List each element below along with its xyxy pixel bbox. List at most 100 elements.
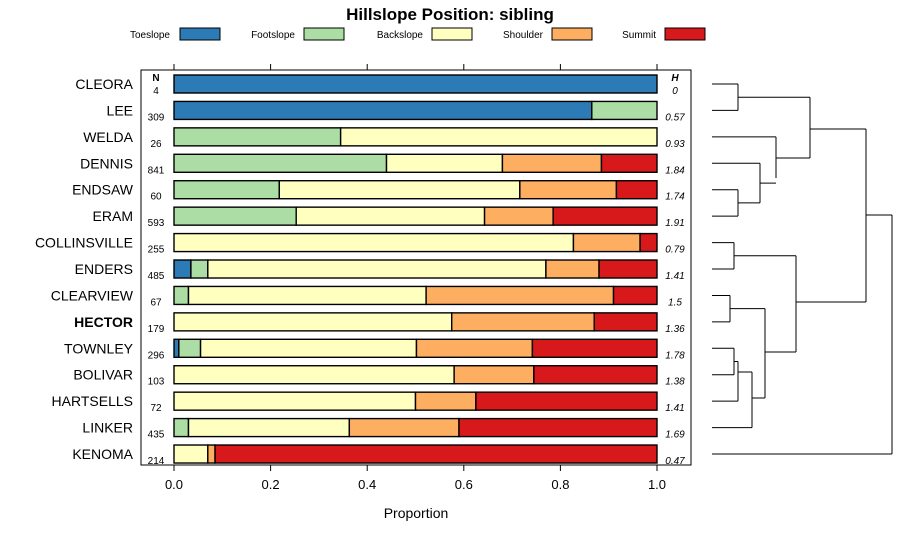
bar-segment-endsaw-footslope — [173, 180, 280, 200]
bar-segment-hartsells-backslope — [173, 391, 417, 411]
h-value: 1.74 — [665, 192, 685, 203]
n-value: 26 — [150, 139, 162, 150]
n-value: 214 — [148, 456, 165, 467]
dendrogram — [712, 83, 893, 455]
h-value: 1.41 — [665, 403, 684, 414]
row-label-collinsville: COLLINSVILLE — [35, 235, 133, 251]
bar-segment-kenoma-backslope — [173, 444, 209, 464]
legend-label-summit: Summit — [622, 30, 656, 41]
bar-segment-lee-toeslope — [173, 100, 593, 121]
h-header: H — [671, 73, 679, 84]
x-tick-label: 1.0 — [648, 477, 666, 492]
bar-segment-clearview-summit — [612, 285, 658, 306]
row-label-lee: LEE — [107, 102, 133, 118]
bar-segment-enders-summit — [598, 259, 658, 279]
bar-segment-lee-footslope — [591, 100, 658, 121]
h-value: 1.91 — [665, 218, 684, 229]
bar-segment-clearview-footslope — [173, 285, 190, 306]
n-value: 60 — [150, 192, 162, 203]
row-label-kenoma: KENOMA — [72, 446, 133, 462]
legend-swatch-backslope — [431, 27, 473, 41]
legend-swatch-footslope — [303, 27, 345, 41]
h-value: 1.41 — [665, 271, 684, 282]
x-axis-label: Proportion — [384, 505, 449, 521]
bar-segment-linker-footslope — [173, 417, 190, 438]
bars — [173, 74, 658, 464]
bar-segment-hector-shoulder — [451, 312, 595, 332]
bar-segment-hector-summit — [593, 312, 658, 332]
bar-segment-hartsells-shoulder — [414, 391, 477, 411]
h-value: 1.5 — [668, 297, 682, 308]
h-value: 1.84 — [665, 165, 685, 176]
bar-segment-eram-shoulder — [483, 206, 554, 226]
bar-segment-collinsville-backslope — [173, 232, 575, 253]
row-label-eram: ERAM — [93, 208, 133, 224]
h-value: 1.36 — [665, 324, 685, 335]
row-label-linker: LINKER — [82, 420, 133, 436]
row-label-bolivar: BOLIVAR — [73, 367, 133, 383]
bar-segment-enders-shoulder — [545, 259, 600, 279]
h-value: 1.78 — [665, 350, 685, 361]
bar-segment-eram-backslope — [295, 206, 486, 226]
x-tick-label: 0.6 — [455, 477, 473, 492]
bar-segment-hector-backslope — [173, 312, 453, 332]
h-value: 0.47 — [665, 456, 685, 467]
bar-segment-linker-backslope — [187, 417, 351, 438]
series-labels: CLEORA LEE WELDA DENNIS ENDSAW ERAM COLLINSVIL… — [35, 76, 134, 462]
bar-segment-enders-backslope — [207, 259, 547, 279]
n-value: 72 — [150, 403, 162, 414]
bar-segment-endsaw-summit — [615, 180, 658, 200]
legend: Toeslope Footslope Backslope Shoulder Summit — [130, 27, 706, 41]
n-value: 179 — [148, 324, 165, 335]
n-value: 841 — [148, 165, 165, 176]
bar-segment-cleora-toeslope — [173, 74, 658, 94]
row-label-endsaw: ENDSAW — [72, 182, 134, 198]
bar-segment-collinsville-shoulder — [572, 232, 641, 253]
row-label-cleora: CLEORA — [75, 76, 133, 92]
x-tick-label: 0.0 — [165, 477, 183, 492]
h-value: 1.69 — [665, 430, 685, 441]
h-value: 1.38 — [665, 377, 685, 388]
legend-swatch-shoulder — [551, 27, 593, 41]
legend-swatch-toeslope — [179, 27, 221, 41]
h-value: 0.93 — [665, 139, 685, 150]
h-value: 0.57 — [665, 112, 685, 123]
bar-segment-collinsville-summit — [639, 232, 658, 253]
bar-segment-townley-toeslope — [173, 338, 180, 358]
row-label-hector: HECTOR — [74, 314, 133, 330]
chart-title: Hillslope Position: sibling — [346, 5, 554, 24]
n-value: 296 — [148, 350, 165, 361]
bar-segment-townley-footslope — [178, 338, 202, 358]
legend-swatch-summit — [664, 27, 706, 41]
n-column: 4 309 26 841 60 593 255 485 67 179 296 103 72 435 214 — [148, 86, 165, 467]
bar-segment-kenoma-shoulder — [207, 444, 216, 464]
legend-label-shoulder: Shoulder — [503, 30, 544, 41]
bar-segment-enders-toeslope — [173, 259, 192, 279]
bar-segment-endsaw-shoulder — [519, 180, 618, 200]
row-label-enders: ENDERS — [75, 261, 133, 277]
bar-segment-eram-footslope — [173, 206, 297, 226]
n-value: 309 — [148, 112, 165, 123]
bar-segment-linker-summit — [458, 417, 658, 438]
row-label-welda: WELDA — [83, 129, 133, 145]
bar-segment-townley-shoulder — [415, 338, 534, 358]
row-label-townley: TOWNLEY — [64, 340, 134, 356]
x-axis: 0.0 0.2 0.4 0.6 0.8 1.0 — [165, 64, 666, 492]
bar-segment-dennis-backslope — [385, 153, 504, 173]
bar-segment-clearview-shoulder — [425, 285, 615, 306]
n-value: 435 — [148, 430, 165, 441]
bar-segment-welda-backslope — [339, 127, 658, 147]
bar-segment-clearview-backslope — [187, 285, 427, 306]
row-label-dennis: DENNIS — [80, 155, 133, 171]
bar-segment-townley-summit — [531, 338, 658, 358]
n-value: 593 — [148, 218, 165, 229]
bar-segment-welda-footslope — [173, 127, 342, 147]
x-tick-label: 0.4 — [358, 477, 376, 492]
bar-segment-eram-summit — [552, 206, 658, 226]
bar-segment-bolivar-shoulder — [453, 365, 535, 385]
bar-segment-enders-footslope — [190, 259, 209, 279]
n-value: 67 — [150, 297, 162, 308]
n-header: N — [152, 73, 159, 84]
n-value: 4 — [153, 86, 159, 97]
